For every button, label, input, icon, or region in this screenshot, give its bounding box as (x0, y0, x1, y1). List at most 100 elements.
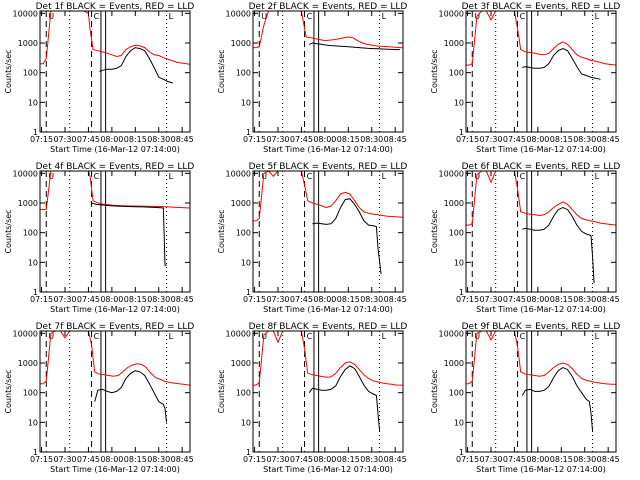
y-tick-label: 100 (449, 69, 464, 78)
x-tick-label: 08:30 (573, 135, 596, 144)
y-tick-label: 10000 (439, 9, 464, 18)
marker-tag-label: U (261, 332, 267, 341)
y-tick-label: 10 (28, 418, 38, 427)
y-tick-label: 1 (459, 128, 464, 137)
x-tick-label: 07:45 (503, 455, 526, 464)
x-tick-label: 08:15 (337, 135, 360, 144)
panel-title: Det 8f BLACK = Events, RED = LLD (249, 322, 408, 332)
y-tick-label: 1 (33, 288, 38, 297)
x-axis-label: Start Time (16-Mar-12 07:14:00) (263, 305, 393, 314)
x-tick-label: 08:30 (360, 135, 383, 144)
panel-title: Det 3f BLACK = Events, RED = LLD (462, 2, 621, 12)
x-tick-label: 08:45 (597, 455, 620, 464)
plot-frame (465, 10, 617, 133)
x-tick-label: 08:15 (550, 455, 573, 464)
x-tick-label: 08:45 (384, 295, 407, 304)
marker-tag-label: L (595, 12, 600, 21)
events-series-line (91, 202, 167, 266)
x-tick-label: 08:45 (171, 135, 194, 144)
x-tick-label: 07:45 (503, 135, 526, 144)
panel-title: Det 9f BLACK = Events, RED = LLD (462, 322, 621, 332)
y-tick-label: 1 (246, 128, 251, 137)
panel-title: Det 1f BLACK = Events, RED = LLD (36, 2, 195, 12)
x-tick-label: 07:45 (77, 295, 100, 304)
marker-tag-label: L (595, 172, 600, 181)
y-axis-label: Counts/sec (4, 49, 13, 93)
x-tick-label: 08:45 (384, 455, 407, 464)
y-tick-label: 10 (241, 418, 251, 427)
lld-series-line (40, 171, 190, 211)
x-tick-label: 07:15 (30, 295, 53, 304)
y-tick-label: 100 (236, 229, 251, 238)
y-tick-label: 10 (241, 258, 251, 267)
x-tick-label: 08:45 (171, 295, 194, 304)
y-tick-label: 100 (23, 69, 38, 78)
x-tick-label: 08:45 (597, 295, 620, 304)
y-tick-label: 10000 (13, 169, 38, 178)
y-tick-label: 10000 (13, 329, 38, 338)
y-tick-label: 100 (449, 229, 464, 238)
x-tick-label: 08:00 (526, 455, 549, 464)
y-tick-label: 10000 (226, 169, 251, 178)
marker-tag-label: U (474, 172, 480, 181)
plot-frame (39, 170, 191, 293)
x-tick-label: 07:45 (290, 135, 313, 144)
panel-title: Det 5f BLACK = Events, RED = LLD (249, 162, 408, 172)
x-tick-label: 07:15 (30, 135, 53, 144)
x-axis-label: Start Time (16-Mar-12 07:14:00) (50, 145, 180, 154)
panel-title: Det 6f BLACK = Events, RED = LLD (462, 162, 621, 172)
y-tick-label: 1 (246, 448, 251, 457)
marker-tag-label: U (48, 172, 54, 181)
x-tick-label: 08:00 (526, 135, 549, 144)
y-tick-label: 1 (33, 448, 38, 457)
x-tick-label: 08:30 (147, 455, 170, 464)
y-tick-label: 10000 (439, 169, 464, 178)
x-tick-label: 07:15 (243, 135, 266, 144)
y-tick-label: 10000 (439, 329, 464, 338)
x-tick-label: 08:00 (313, 135, 336, 144)
x-tick-label: 08:30 (360, 295, 383, 304)
y-tick-label: 100 (236, 69, 251, 78)
y-tick-label: 1000 (231, 359, 251, 368)
x-tick-label: 07:30 (479, 455, 502, 464)
y-axis-label: Counts/sec (4, 209, 13, 253)
x-tick-label: 08:15 (124, 135, 147, 144)
x-tick-label: 08:15 (337, 295, 360, 304)
x-tick-label: 07:30 (53, 455, 76, 464)
y-tick-label: 1000 (18, 199, 38, 208)
lld-series-line (253, 11, 403, 49)
x-tick-label: 07:30 (53, 135, 76, 144)
marker-tag-label: C (94, 332, 100, 341)
x-tick-label: 07:30 (479, 295, 502, 304)
y-tick-label: 1 (33, 128, 38, 137)
y-axis-label: Counts/sec (4, 369, 13, 413)
marker-tag-label: C (307, 172, 313, 181)
marker-tag-label: C (94, 12, 100, 21)
lld-series-line (466, 11, 616, 66)
y-tick-label: 100 (23, 389, 38, 398)
x-axis-label: Start Time (16-Mar-12 07:14:00) (50, 305, 180, 314)
marker-tag-label: U (48, 332, 54, 341)
lld-series-line (40, 11, 190, 65)
marker-tag-label: L (382, 332, 387, 341)
x-tick-label: 08:45 (384, 135, 407, 144)
x-tick-label: 08:00 (526, 295, 549, 304)
marker-tag-label: L (169, 332, 174, 341)
x-tick-label: 07:15 (456, 135, 479, 144)
events-series-line (521, 367, 594, 432)
x-axis-label: Start Time (16-Mar-12 07:14:00) (263, 145, 393, 154)
x-tick-label: 07:45 (77, 455, 100, 464)
x-tick-label: 08:15 (124, 295, 147, 304)
x-tick-label: 07:45 (290, 455, 313, 464)
x-tick-label: 07:30 (479, 135, 502, 144)
y-tick-label: 100 (236, 389, 251, 398)
x-tick-label: 08:30 (573, 295, 596, 304)
